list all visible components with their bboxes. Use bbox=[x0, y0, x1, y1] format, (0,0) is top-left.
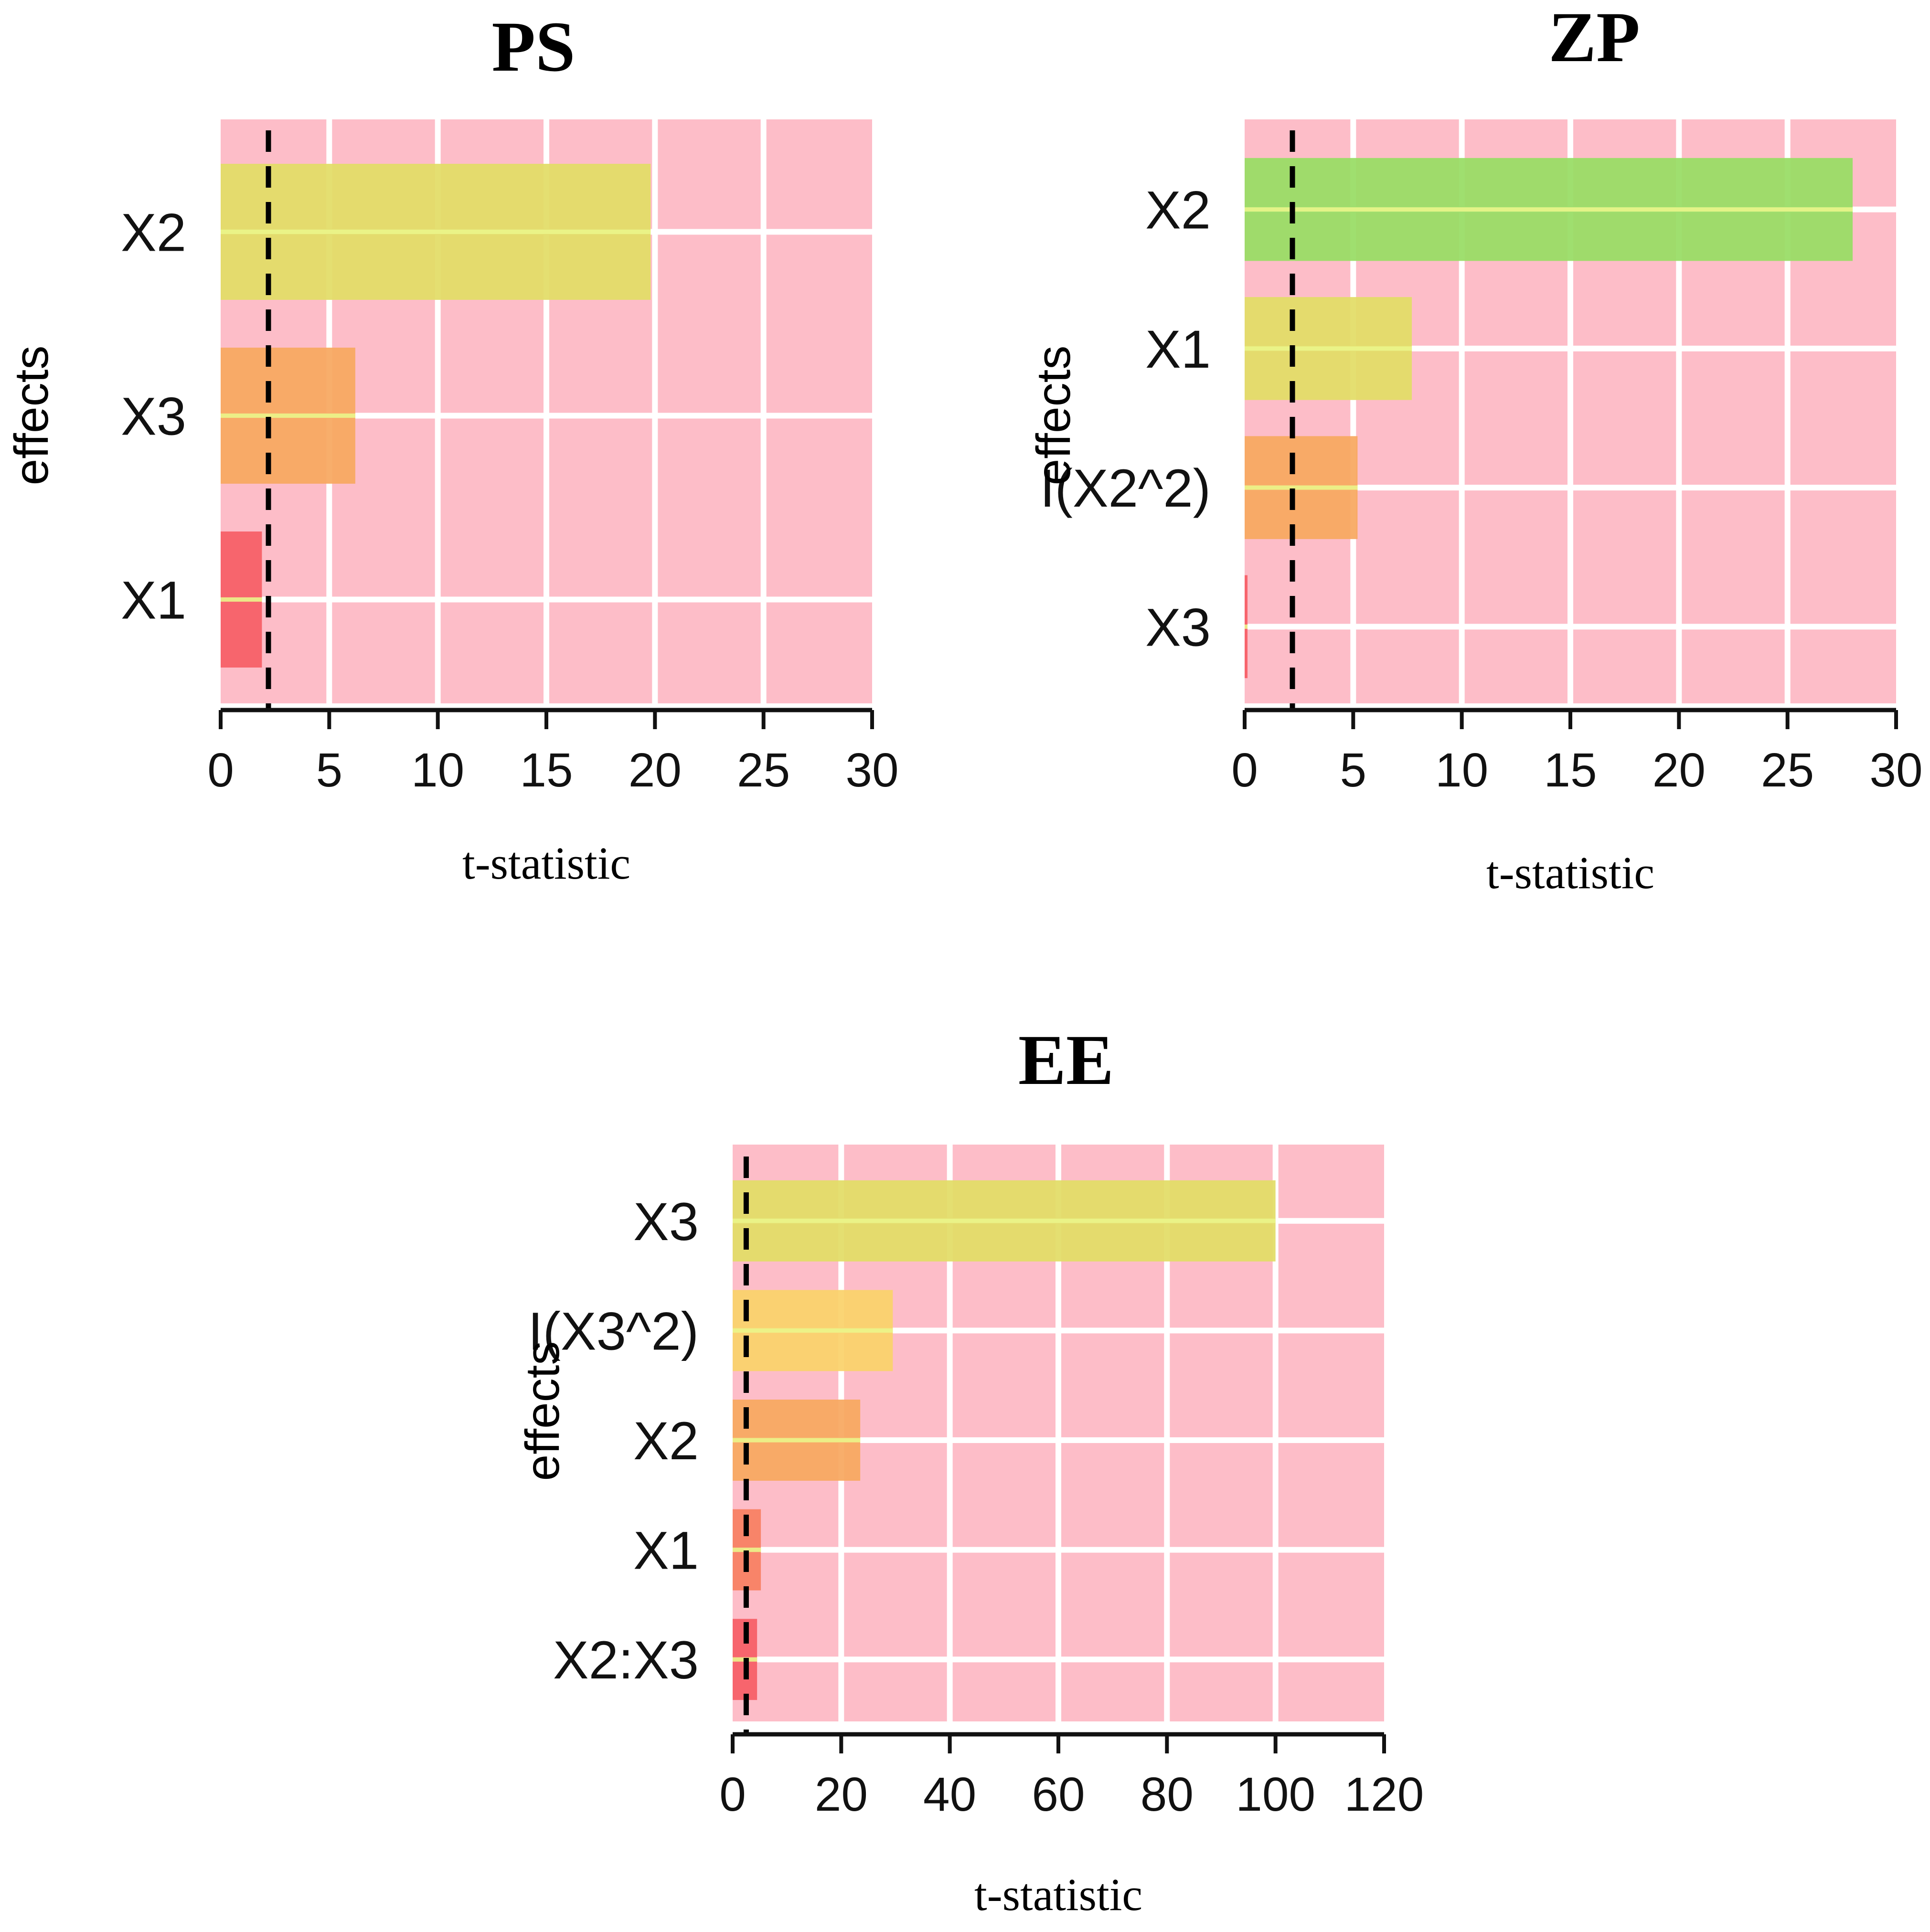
x-tick-label: 15 bbox=[1544, 743, 1597, 797]
x-tick-label: 0 bbox=[1231, 743, 1258, 797]
chart-panel-zp: ZP X2 X1 I(X2^2) X3 0 5 10 15 20 25 30 t-statistic ef… bbox=[1027, 0, 1923, 898]
x-tick-label: 60 bbox=[1032, 1768, 1085, 1821]
category-label: X2 bbox=[633, 1411, 699, 1471]
chart-title: ZP bbox=[1548, 0, 1640, 77]
chart-title: EE bbox=[1018, 1020, 1114, 1100]
category-label: X2 bbox=[1145, 180, 1211, 240]
category-label: X3 bbox=[633, 1192, 699, 1252]
chart-panel-ps: PS X2 X3 X1 0 5 10 15 20 25 30 t-statistic effects bbox=[5, 7, 899, 889]
x-tick-label: 25 bbox=[1761, 743, 1814, 797]
category-label: I(X3^2) bbox=[528, 1301, 699, 1361]
y-axis-label: effects bbox=[1027, 346, 1080, 486]
y-axis-label: effects bbox=[516, 1341, 569, 1481]
x-tick-label: 20 bbox=[629, 743, 682, 797]
category-label: X1 bbox=[633, 1521, 699, 1581]
category-label: X2:X3 bbox=[553, 1630, 699, 1690]
x-tick-label: 10 bbox=[411, 743, 464, 797]
chart-title: PS bbox=[491, 7, 575, 86]
x-tick-label: 20 bbox=[1653, 743, 1706, 797]
x-tick-label: 5 bbox=[1340, 743, 1367, 797]
chart-panel-ee: EE X3 I(X3^2) X2 X1 X2:X3 0 20 40 60 80 100 120 t-sta… bbox=[516, 1020, 1424, 1920]
category-label: X1 bbox=[121, 571, 186, 630]
x-tick-label: 120 bbox=[1344, 1768, 1424, 1821]
x-tick-label: 15 bbox=[520, 743, 573, 797]
x-axis-label: t-statistic bbox=[1486, 847, 1654, 898]
y-axis-label: effects bbox=[5, 346, 58, 486]
x-tick-label: 40 bbox=[923, 1768, 976, 1821]
x-tick-label: 80 bbox=[1141, 1768, 1194, 1821]
x-tick-label: 25 bbox=[737, 743, 790, 797]
x-tick-label: 0 bbox=[719, 1768, 746, 1821]
category-label: X1 bbox=[1145, 319, 1211, 379]
x-tick-label: 30 bbox=[1869, 743, 1922, 797]
x-tick-label: 0 bbox=[207, 743, 234, 797]
x-tick-label: 5 bbox=[316, 743, 343, 797]
x-tick-label: 30 bbox=[845, 743, 898, 797]
category-label: X3 bbox=[121, 387, 186, 446]
x-tick-label: 10 bbox=[1435, 743, 1488, 797]
x-tick-label: 100 bbox=[1236, 1768, 1315, 1821]
x-tick-label: 20 bbox=[815, 1768, 868, 1821]
category-label: I(X2^2) bbox=[1040, 458, 1211, 518]
x-axis-label: t-statistic bbox=[974, 1869, 1142, 1920]
category-label: X3 bbox=[1145, 597, 1211, 657]
x-axis-label: t-statistic bbox=[462, 838, 630, 889]
category-label: X2 bbox=[121, 203, 186, 263]
